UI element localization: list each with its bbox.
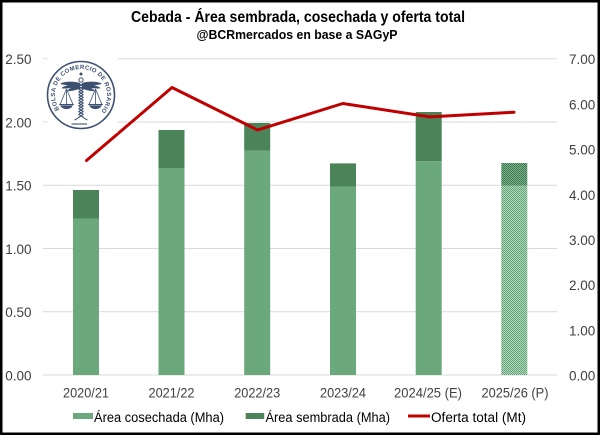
- svg-text:4.00: 4.00: [569, 188, 595, 203]
- svg-text:2021/22: 2021/22: [149, 386, 195, 401]
- svg-text:3.00: 3.00: [569, 233, 595, 248]
- svg-text:0.00: 0.00: [569, 368, 595, 383]
- svg-text:2025/26 (P): 2025/26 (P): [482, 386, 549, 401]
- svg-text:1.00: 1.00: [5, 242, 31, 257]
- svg-text:Área cosechada (Mha): Área cosechada (Mha): [94, 410, 224, 425]
- svg-text:2.00: 2.00: [569, 278, 595, 293]
- svg-text:1.50: 1.50: [5, 179, 31, 194]
- svg-text:0.50: 0.50: [5, 305, 31, 320]
- svg-text:5.00: 5.00: [569, 143, 595, 158]
- svg-text:1.00: 1.00: [569, 323, 595, 338]
- svg-text:0.00: 0.00: [5, 368, 31, 383]
- svg-text:2023/24: 2023/24: [320, 386, 366, 401]
- svg-text:7.00: 7.00: [569, 52, 595, 67]
- svg-text:6.00: 6.00: [569, 98, 595, 113]
- svg-text:Oferta total (Mt): Oferta total (Mt): [431, 410, 526, 425]
- svg-text:Cebada - Área sembrada, cosech: Cebada - Área sembrada, cosechada y ofer…: [131, 9, 465, 26]
- svg-text:2.00: 2.00: [5, 115, 31, 130]
- svg-text:2024/25 (E): 2024/25 (E): [394, 386, 462, 401]
- svg-text:@BCRmercados en base a SAGyP: @BCRmercados en base a SAGyP: [197, 28, 398, 42]
- svg-text:2020/21: 2020/21: [63, 386, 109, 401]
- svg-text:2022/23: 2022/23: [234, 386, 280, 401]
- svg-text:2.50: 2.50: [5, 52, 31, 67]
- svg-text:Área sembrada (Mha): Área sembrada (Mha): [266, 410, 391, 425]
